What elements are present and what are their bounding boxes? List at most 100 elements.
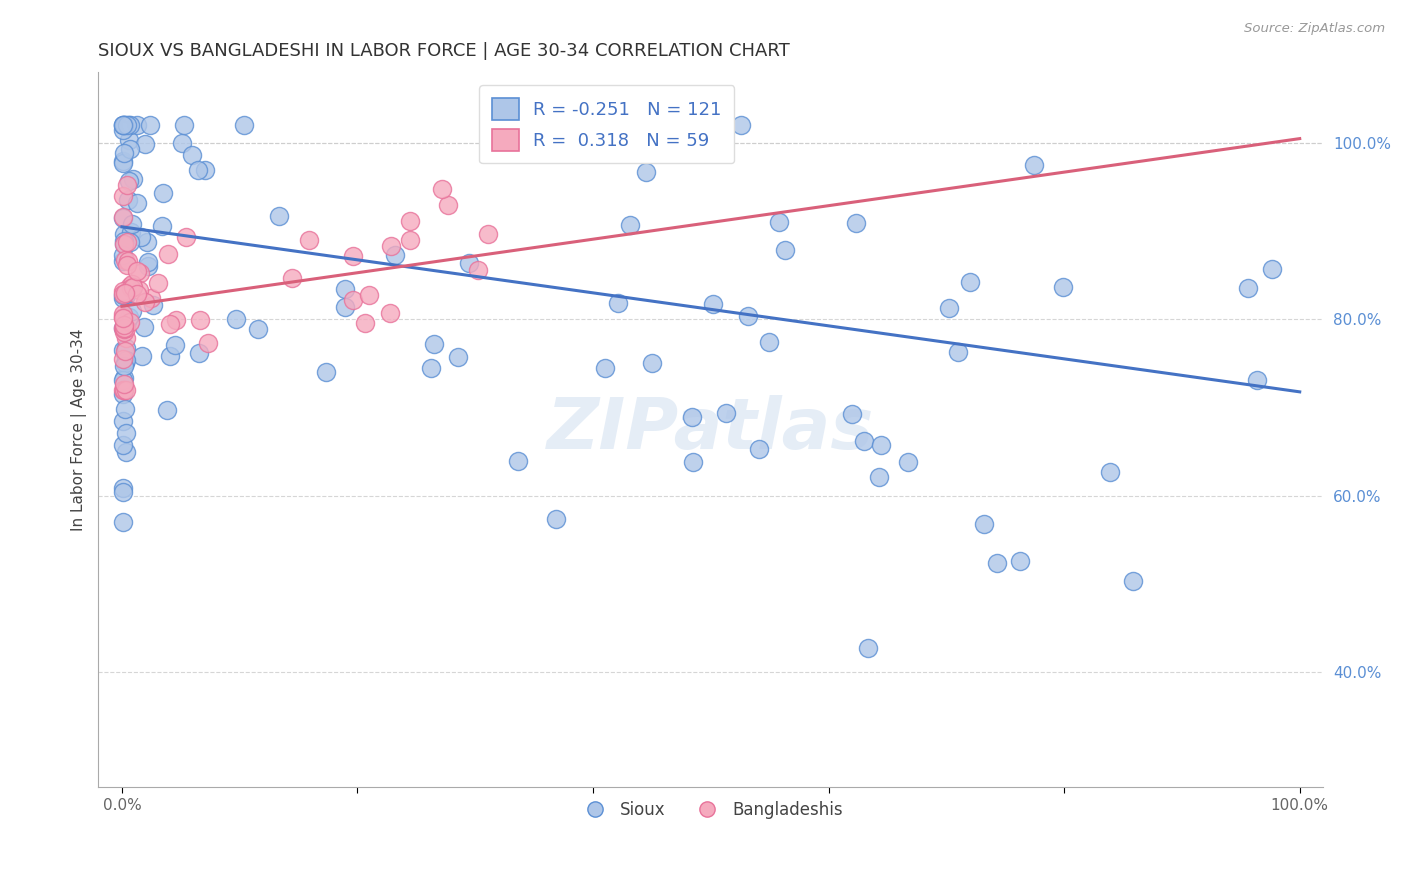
Point	[1236, 281, 1258, 295]
Point	[125, 119, 148, 133]
Point	[118, 133, 141, 147]
Point	[128, 266, 150, 280]
Point	[150, 219, 173, 234]
Point	[115, 235, 138, 249]
Point	[152, 186, 174, 200]
Point	[114, 402, 136, 417]
Point	[1246, 373, 1268, 387]
Point	[1010, 554, 1032, 568]
Point	[170, 136, 193, 151]
Point	[163, 338, 186, 352]
Point	[115, 341, 138, 355]
Point	[716, 407, 738, 421]
Point	[112, 119, 135, 133]
Point	[114, 252, 136, 267]
Point	[129, 230, 152, 244]
Point	[508, 454, 530, 468]
Point	[114, 288, 136, 302]
Point	[115, 178, 138, 193]
Point	[115, 119, 138, 133]
Point	[112, 310, 135, 324]
Point	[870, 438, 893, 452]
Point	[399, 214, 422, 228]
Point	[112, 371, 135, 385]
Point	[467, 262, 489, 277]
Legend: Sioux, Bangladeshis: Sioux, Bangladeshis	[572, 794, 849, 825]
Point	[121, 304, 143, 318]
Point	[139, 291, 162, 305]
Point	[128, 283, 150, 297]
Point	[127, 263, 149, 277]
Point	[112, 155, 135, 169]
Point	[298, 233, 321, 247]
Point	[174, 229, 197, 244]
Point	[384, 248, 406, 262]
Point	[619, 218, 641, 232]
Point	[121, 217, 143, 231]
Point	[118, 278, 141, 293]
Point	[112, 438, 135, 452]
Point	[173, 119, 195, 133]
Point	[112, 484, 135, 499]
Point	[430, 182, 453, 196]
Point	[120, 142, 142, 156]
Point	[775, 244, 797, 258]
Point	[730, 119, 752, 133]
Point	[118, 119, 141, 133]
Point	[112, 189, 135, 203]
Point	[159, 317, 181, 331]
Point	[181, 148, 204, 162]
Point	[112, 254, 135, 268]
Point	[1261, 262, 1284, 277]
Point	[188, 313, 211, 327]
Point	[342, 249, 364, 263]
Point	[122, 279, 145, 293]
Point	[636, 164, 658, 178]
Point	[737, 309, 759, 323]
Point	[959, 275, 981, 289]
Point	[112, 325, 135, 339]
Point	[114, 356, 136, 370]
Point	[1122, 574, 1144, 588]
Point	[423, 337, 446, 351]
Point	[117, 174, 139, 188]
Point	[841, 407, 863, 421]
Point	[112, 146, 135, 161]
Point	[567, 119, 589, 133]
Point	[117, 254, 139, 268]
Point	[134, 295, 156, 310]
Point	[120, 225, 142, 239]
Point	[136, 259, 159, 273]
Point	[112, 383, 135, 397]
Point	[114, 352, 136, 367]
Point	[856, 640, 879, 655]
Point	[157, 246, 180, 260]
Point	[112, 288, 135, 302]
Point	[118, 310, 141, 325]
Point	[114, 343, 136, 358]
Point	[681, 409, 703, 424]
Point	[136, 235, 159, 249]
Point	[194, 162, 217, 177]
Point	[606, 295, 628, 310]
Point	[136, 255, 159, 269]
Point	[853, 434, 876, 448]
Point	[112, 154, 135, 169]
Point	[112, 320, 135, 334]
Point	[112, 359, 135, 373]
Point	[896, 455, 918, 469]
Point	[131, 349, 153, 363]
Point	[114, 377, 136, 392]
Point	[112, 286, 135, 301]
Point	[112, 481, 135, 495]
Point	[112, 373, 135, 387]
Point	[127, 287, 149, 301]
Point	[156, 402, 179, 417]
Point	[641, 356, 664, 370]
Point	[112, 515, 135, 529]
Point	[748, 442, 770, 456]
Point	[112, 307, 135, 321]
Point	[115, 331, 138, 345]
Point	[112, 248, 135, 262]
Point	[342, 293, 364, 308]
